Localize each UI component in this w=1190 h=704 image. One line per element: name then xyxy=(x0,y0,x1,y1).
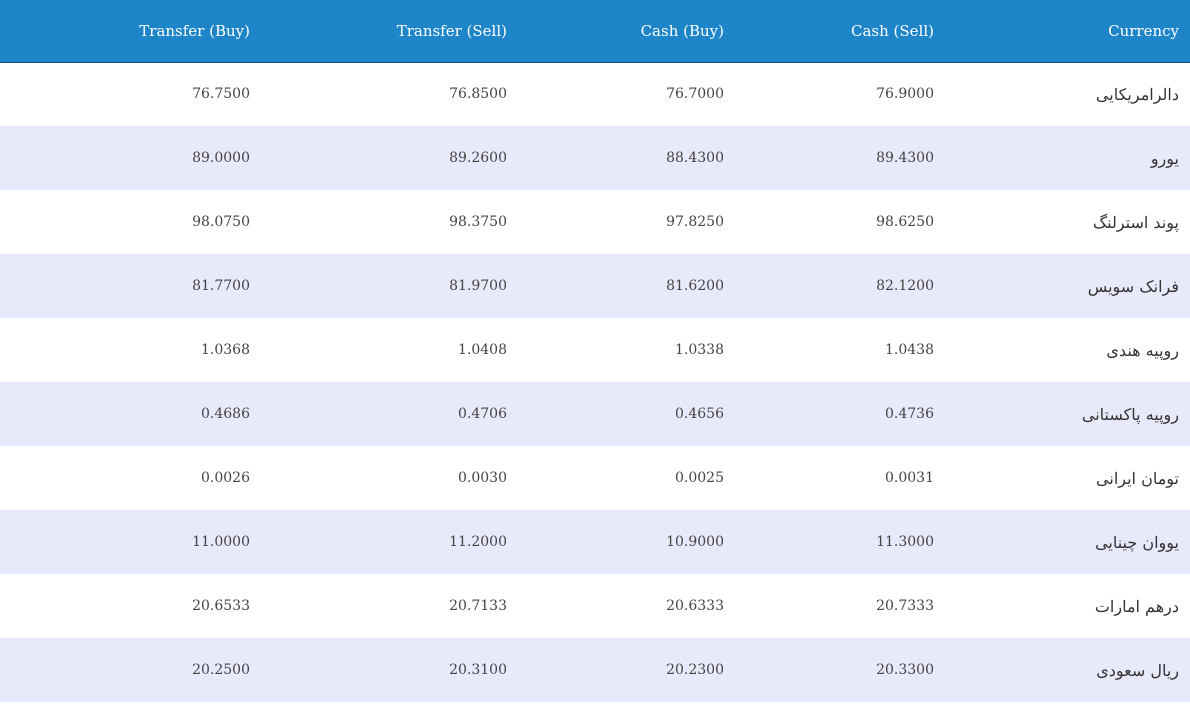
cash-buy-cell: 20.6333 xyxy=(666,598,724,614)
transfer-buy-cell: 1.0368 xyxy=(201,342,250,358)
transfer-buy-cell: 20.6533 xyxy=(192,598,250,614)
currency-name-cell: یورو xyxy=(1150,148,1179,168)
transfer-sell-cell: 20.7133 xyxy=(449,598,507,614)
cash-sell-cell: 98.6250 xyxy=(876,214,934,230)
currency-name-cell: درهم امارات xyxy=(1094,596,1179,616)
table-row: 1.0368 1.0408 1.0338 1.0438 روپیه هندی xyxy=(0,318,1190,382)
transfer-sell-cell: 1.0408 xyxy=(458,342,507,358)
currency-name-cell: روپیه هندی xyxy=(1106,340,1179,360)
cash-sell-cell: 0.4736 xyxy=(885,406,934,422)
cash-buy-cell: 20.2300 xyxy=(666,662,724,678)
currency-name-cell: ریال سعودی xyxy=(1096,660,1179,680)
cash-sell-cell: 20.3300 xyxy=(876,662,934,678)
currency-name-cell: پوند استرلنگ xyxy=(1092,212,1179,232)
cash-sell-cell: 89.4300 xyxy=(876,150,934,166)
transfer-sell-cell: 11.2000 xyxy=(449,534,507,550)
cash-buy-cell: 0.4656 xyxy=(675,406,724,422)
cash-sell-cell: 11.3000 xyxy=(876,534,934,550)
table-body: 76.7500 76.8500 76.7000 76.9000 دالرامری… xyxy=(0,62,1190,702)
transfer-sell-cell: 76.8500 xyxy=(449,86,507,103)
header-currency: Currency xyxy=(934,0,1190,63)
cash-sell-cell: 0.0031 xyxy=(885,470,934,486)
cash-sell-cell: 76.9000 xyxy=(876,86,934,103)
transfer-sell-cell: 0.0030 xyxy=(458,470,507,486)
cash-buy-cell: 88.4300 xyxy=(666,150,724,166)
cash-buy-cell: 97.8250 xyxy=(666,214,724,230)
table-row: 98.0750 98.3750 97.8250 98.6250 پوند است… xyxy=(0,190,1190,254)
cash-sell-cell: 82.1200 xyxy=(876,278,934,294)
transfer-buy-cell: 0.0026 xyxy=(201,470,250,486)
table-row: 81.7700 81.9700 81.6200 82.1200 فرانک سو… xyxy=(0,254,1190,318)
currency-name-cell: دالرامریکایی xyxy=(1095,84,1179,104)
transfer-buy-cell: 11.0000 xyxy=(192,534,250,550)
transfer-sell-cell: 98.3750 xyxy=(449,214,507,230)
transfer-buy-cell: 20.2500 xyxy=(192,662,250,678)
cash-sell-cell: 20.7333 xyxy=(876,598,934,614)
table-row: 0.0026 0.0030 0.0025 0.0031 تومان ایرانی xyxy=(0,446,1190,510)
table-row: 89.0000 89.2600 88.4300 89.4300 یورو xyxy=(0,126,1190,190)
cash-sell-cell: 1.0438 xyxy=(885,342,934,358)
cash-buy-cell: 81.6200 xyxy=(666,278,724,294)
table-row: 76.7500 76.8500 76.7000 76.9000 دالرامری… xyxy=(0,62,1190,126)
header-transfer-sell: Transfer (Sell) xyxy=(250,0,507,63)
table-row: 11.0000 11.2000 10.9000 11.3000 یووان چی… xyxy=(0,510,1190,574)
cash-buy-cell: 1.0338 xyxy=(675,342,724,358)
header-cash-sell: Cash (Sell) xyxy=(724,0,934,63)
cash-buy-cell: 0.0025 xyxy=(675,470,724,486)
transfer-buy-cell: 98.0750 xyxy=(192,214,250,230)
cash-buy-cell: 76.7000 xyxy=(666,86,724,103)
transfer-sell-cell: 20.3100 xyxy=(449,662,507,678)
table-row: 0.4686 0.4706 0.4656 0.4736 روپیه پاکستا… xyxy=(0,382,1190,446)
cash-buy-cell: 10.9000 xyxy=(666,534,724,550)
header-row: Transfer (Buy) Transfer (Sell) Cash (Buy… xyxy=(0,0,1190,63)
table-row: 20.2500 20.3100 20.2300 20.3300 ریال سعو… xyxy=(0,638,1190,702)
header-transfer-buy: Transfer (Buy) xyxy=(0,0,250,63)
currency-name-cell: فرانک سویس xyxy=(1087,276,1179,296)
transfer-sell-cell: 0.4706 xyxy=(458,406,507,422)
transfer-buy-cell: 89.0000 xyxy=(192,150,250,166)
currency-name-cell: روپیه پاکستانی xyxy=(1081,404,1179,424)
currency-name-cell: تومان ایرانی xyxy=(1096,468,1179,488)
table-row: 20.6533 20.7133 20.6333 20.7333 درهم اما… xyxy=(0,574,1190,638)
transfer-sell-cell: 89.2600 xyxy=(449,150,507,166)
currency-name-cell: یووان چینایی xyxy=(1095,532,1179,552)
transfer-buy-cell: 81.7700 xyxy=(192,278,250,294)
transfer-buy-cell: 76.7500 xyxy=(192,86,250,103)
transfer-sell-cell: 81.9700 xyxy=(449,278,507,294)
header-cash-buy: Cash (Buy) xyxy=(507,0,724,63)
transfer-buy-cell: 0.4686 xyxy=(201,406,250,422)
table-header: Transfer (Buy) Transfer (Sell) Cash (Buy… xyxy=(0,0,1190,63)
